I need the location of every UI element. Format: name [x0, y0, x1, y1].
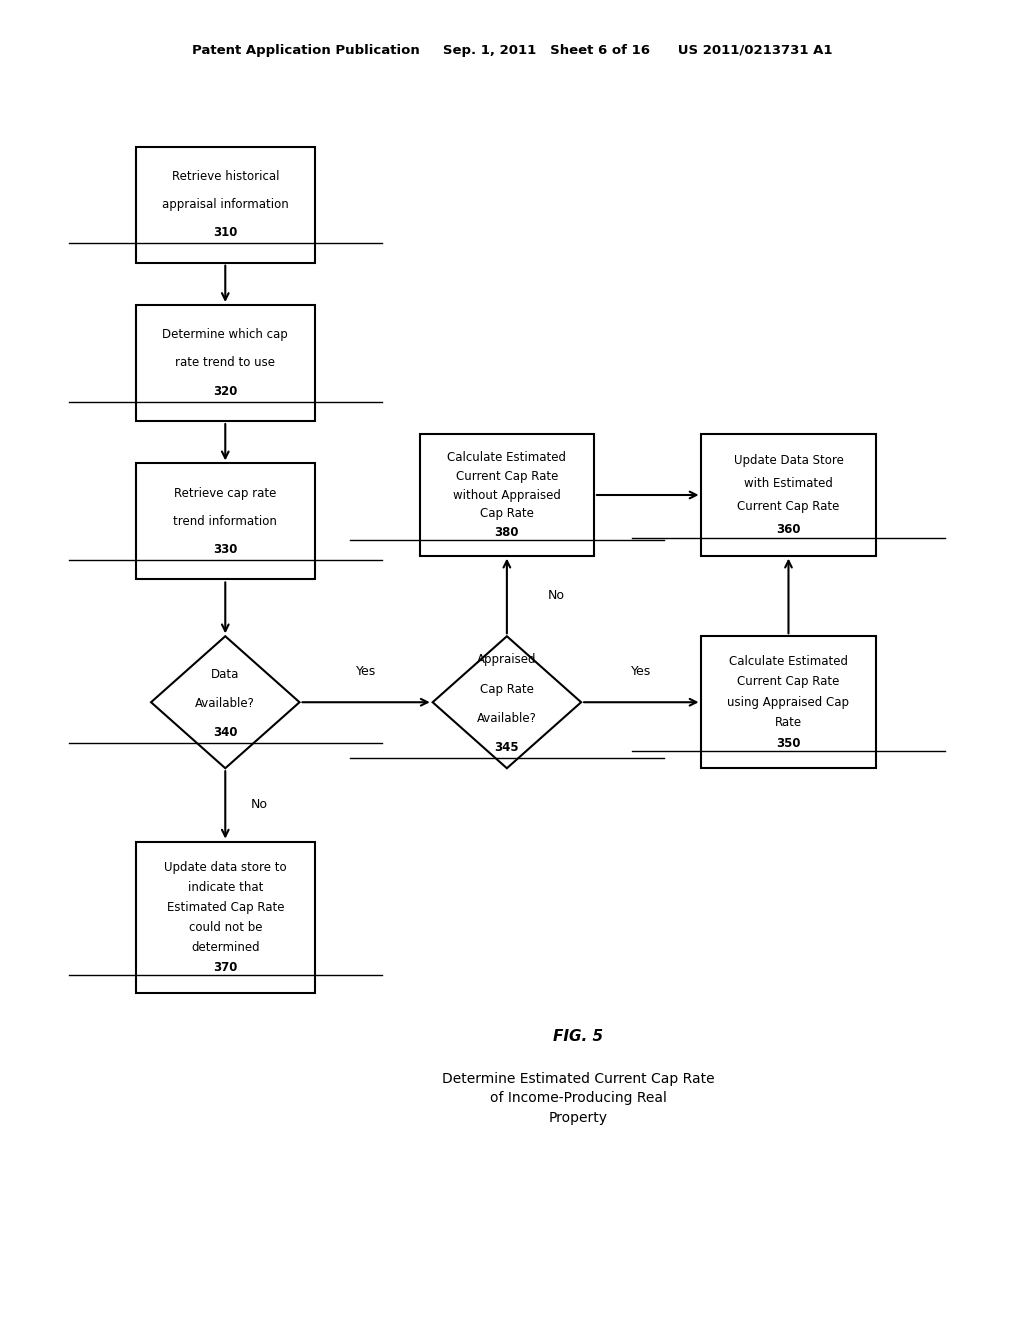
- Text: 345: 345: [495, 741, 519, 754]
- Bar: [135, 842, 315, 993]
- Text: trend information: trend information: [173, 515, 278, 528]
- Text: No: No: [548, 590, 565, 602]
- Text: FIG. 5: FIG. 5: [554, 1028, 603, 1044]
- Text: Yes: Yes: [631, 665, 651, 678]
- Text: could not be: could not be: [188, 921, 262, 933]
- Text: rate trend to use: rate trend to use: [175, 356, 275, 370]
- Text: 370: 370: [213, 961, 238, 974]
- Bar: [135, 147, 315, 263]
- Text: Cap Rate: Cap Rate: [480, 507, 534, 520]
- Bar: [135, 305, 315, 421]
- Text: using Appraised Cap: using Appraised Cap: [727, 696, 850, 709]
- Text: Available?: Available?: [477, 711, 537, 725]
- Text: appraisal information: appraisal information: [162, 198, 289, 211]
- Text: Cap Rate: Cap Rate: [480, 682, 534, 696]
- Bar: [420, 434, 594, 556]
- Text: Update data store to: Update data store to: [164, 861, 287, 874]
- Bar: [701, 636, 876, 768]
- Text: 360: 360: [776, 523, 801, 536]
- Text: 380: 380: [495, 527, 519, 539]
- Text: without Appraised: without Appraised: [453, 488, 561, 502]
- Bar: [701, 434, 876, 556]
- Text: Update Data Store: Update Data Store: [733, 454, 844, 467]
- Text: Yes: Yes: [356, 665, 376, 678]
- Text: Current Cap Rate: Current Cap Rate: [737, 676, 840, 688]
- Polygon shape: [152, 636, 299, 768]
- Text: Rate: Rate: [775, 717, 802, 729]
- Text: Calculate Estimated: Calculate Estimated: [447, 451, 566, 463]
- Text: 330: 330: [213, 543, 238, 556]
- Text: with Estimated: with Estimated: [744, 477, 833, 490]
- Text: 350: 350: [776, 737, 801, 750]
- Text: 310: 310: [213, 226, 238, 239]
- Text: Determine Estimated Current Cap Rate
of Income-Producing Real
Property: Determine Estimated Current Cap Rate of …: [442, 1072, 715, 1125]
- Text: Determine which cap: Determine which cap: [163, 329, 288, 342]
- Text: Available?: Available?: [196, 697, 255, 710]
- Text: Calculate Estimated: Calculate Estimated: [729, 655, 848, 668]
- Text: Retrieve cap rate: Retrieve cap rate: [174, 487, 276, 500]
- Text: determined: determined: [190, 941, 260, 953]
- Text: No: No: [251, 799, 268, 812]
- Text: Appraised: Appraised: [477, 653, 537, 667]
- Text: Retrieve historical: Retrieve historical: [172, 170, 279, 183]
- Text: indicate that: indicate that: [187, 882, 263, 894]
- Text: 340: 340: [213, 726, 238, 739]
- Text: Current Cap Rate: Current Cap Rate: [456, 470, 558, 483]
- Text: 320: 320: [213, 384, 238, 397]
- Text: Current Cap Rate: Current Cap Rate: [737, 500, 840, 513]
- Text: Data: Data: [211, 668, 240, 681]
- Text: Patent Application Publication     Sep. 1, 2011   Sheet 6 of 16      US 2011/021: Patent Application Publication Sep. 1, 2…: [191, 44, 833, 57]
- Bar: [135, 463, 315, 579]
- Text: Estimated Cap Rate: Estimated Cap Rate: [167, 902, 284, 913]
- Polygon shape: [432, 636, 582, 768]
